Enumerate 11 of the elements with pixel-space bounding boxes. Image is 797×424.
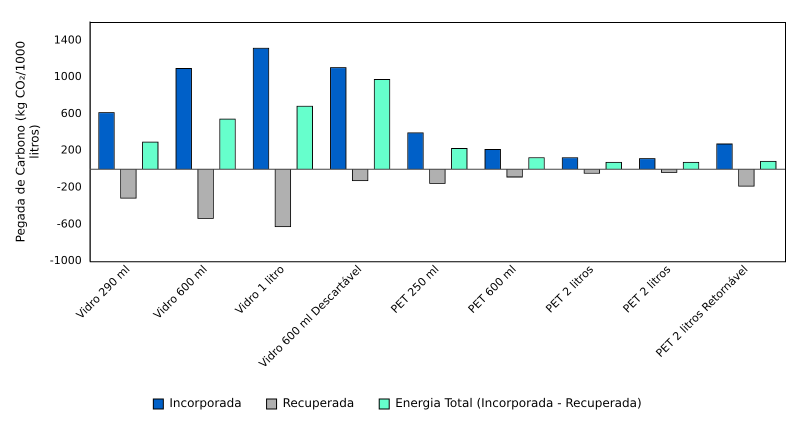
y-tick-label: 200 (60, 144, 82, 157)
legend-label: Energia Total (Incorporada - Recuperada) (395, 396, 642, 410)
legend-label: Recuperada (282, 396, 354, 410)
y-tick-label: -1000 (50, 254, 82, 268)
y-tick-label: 600 (60, 106, 82, 120)
y-tick-label: -200 (56, 180, 82, 194)
y-tick-label: 1400 (54, 33, 82, 46)
legend-label: Incorporada (169, 396, 242, 410)
y-tick-label: 1000 (54, 70, 82, 84)
y-axis-title: Pegada de Carbono (kg CO₂/1000 litros) (13, 40, 42, 242)
y-tick-label: -600 (56, 217, 82, 230)
